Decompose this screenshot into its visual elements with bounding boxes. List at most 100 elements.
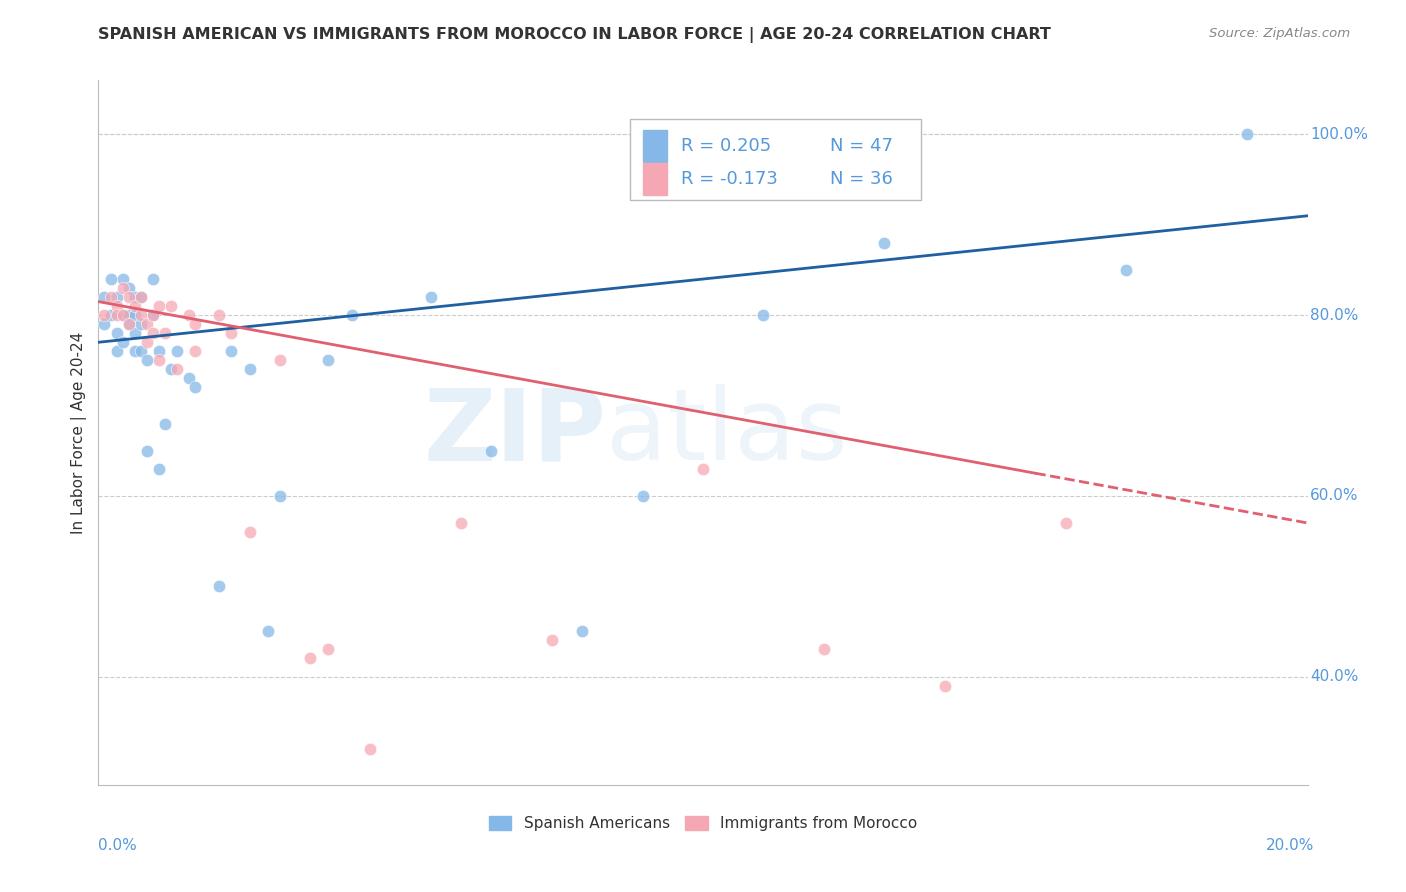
Point [111, 335, 134, 350]
Point [813, 642, 835, 657]
Point [124, 326, 146, 341]
Point [153, 417, 176, 431]
Point [239, 524, 262, 539]
Point [1236, 128, 1258, 142]
Point [105, 326, 128, 341]
Point [142, 308, 165, 322]
Point [450, 516, 472, 530]
Point [1115, 263, 1137, 277]
Text: SPANISH AMERICAN VS IMMIGRANTS FROM MOROCCO IN LABOR FORCE | AGE 20-24 CORRELATI: SPANISH AMERICAN VS IMMIGRANTS FROM MORO… [98, 27, 1052, 43]
Point [692, 128, 714, 142]
Point [129, 344, 152, 359]
Point [1054, 516, 1077, 530]
Point [111, 272, 134, 286]
Point [148, 353, 170, 368]
Point [316, 642, 339, 657]
Point [93, 290, 115, 304]
Y-axis label: In Labor Force | Age 20-24: In Labor Force | Age 20-24 [72, 332, 87, 533]
Point [148, 462, 170, 476]
Point [208, 308, 231, 322]
Point [118, 317, 141, 331]
Point [118, 281, 141, 295]
Point [256, 624, 278, 639]
Point [184, 380, 207, 394]
Point [124, 308, 146, 322]
Point [184, 317, 207, 331]
Point [631, 489, 654, 503]
Point [752, 308, 775, 322]
Text: 80.0%: 80.0% [1310, 308, 1358, 323]
Point [166, 362, 188, 376]
Point [692, 462, 714, 476]
Point [118, 317, 141, 331]
Point [93, 308, 115, 322]
Point [135, 335, 157, 350]
Point [124, 299, 146, 313]
Text: atlas: atlas [606, 384, 848, 481]
Point [179, 308, 201, 322]
Point [934, 679, 956, 693]
Point [269, 489, 291, 503]
Text: N = 36: N = 36 [830, 170, 893, 188]
Point [105, 308, 128, 322]
Point [420, 290, 443, 304]
Text: 40.0%: 40.0% [1310, 669, 1358, 684]
Point [100, 290, 122, 304]
Point [118, 308, 141, 322]
Text: R = -0.173: R = -0.173 [682, 170, 778, 188]
Text: 20.0%: 20.0% [1267, 838, 1315, 854]
FancyBboxPatch shape [630, 119, 921, 200]
Text: R = 0.205: R = 0.205 [682, 136, 772, 155]
Point [208, 579, 231, 593]
Text: 100.0%: 100.0% [1310, 127, 1368, 142]
Point [360, 741, 382, 756]
Point [111, 308, 134, 322]
Point [135, 317, 157, 331]
Point [148, 344, 170, 359]
Point [316, 353, 339, 368]
Point [118, 290, 141, 304]
Point [179, 371, 201, 385]
Point [129, 308, 152, 322]
Point [93, 317, 115, 331]
Point [342, 308, 364, 322]
Point [124, 344, 146, 359]
Point [135, 443, 157, 458]
Point [153, 326, 176, 341]
FancyBboxPatch shape [643, 163, 666, 194]
Point [160, 299, 183, 313]
Point [148, 299, 170, 313]
Point [239, 362, 262, 376]
Point [142, 308, 165, 322]
Text: 60.0%: 60.0% [1310, 488, 1358, 503]
Text: 0.0%: 0.0% [98, 838, 138, 854]
Point [142, 326, 165, 341]
Point [481, 443, 503, 458]
Point [105, 299, 128, 313]
Point [100, 308, 122, 322]
Point [129, 290, 152, 304]
FancyBboxPatch shape [643, 130, 666, 161]
Point [221, 344, 243, 359]
Point [540, 633, 562, 648]
Point [160, 362, 183, 376]
Point [105, 344, 128, 359]
Text: ZIP: ZIP [423, 384, 606, 481]
Point [571, 624, 593, 639]
Point [111, 281, 134, 295]
Point [166, 344, 188, 359]
Point [221, 326, 243, 341]
Point [111, 308, 134, 322]
Point [124, 290, 146, 304]
Point [873, 235, 896, 250]
Text: Source: ZipAtlas.com: Source: ZipAtlas.com [1209, 27, 1350, 40]
Point [184, 344, 207, 359]
Text: N = 47: N = 47 [830, 136, 893, 155]
Point [129, 290, 152, 304]
Point [142, 272, 165, 286]
Point [299, 651, 322, 665]
Point [269, 353, 291, 368]
Point [135, 353, 157, 368]
Legend: Spanish Americans, Immigrants from Morocco: Spanish Americans, Immigrants from Moroc… [482, 810, 924, 838]
Point [105, 290, 128, 304]
